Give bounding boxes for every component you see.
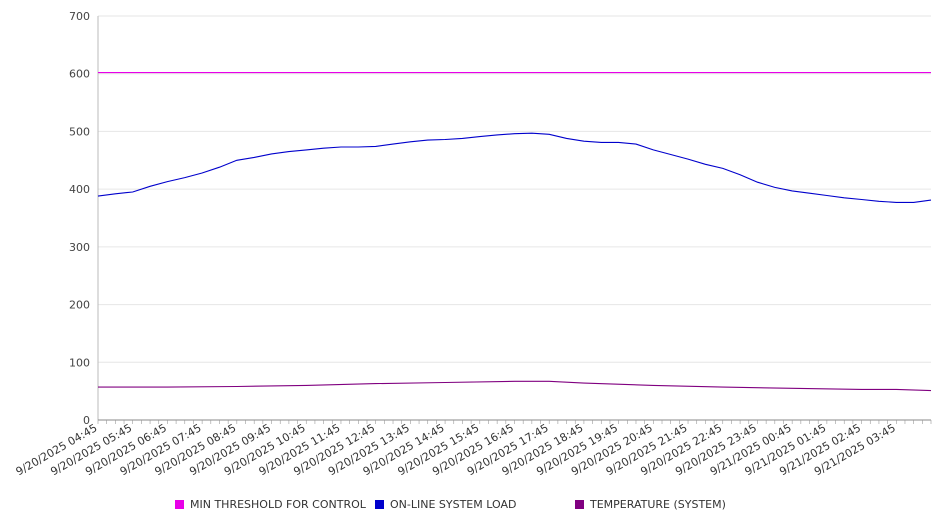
y-tick-label: 400 <box>69 183 90 196</box>
legend-label-temperature: TEMPERATURE (SYSTEM) <box>590 498 726 511</box>
grid-lines <box>98 15 931 363</box>
y-tick-label: 0 <box>83 414 90 427</box>
legend-item-min-threshold: MIN THRESHOLD FOR CONTROL <box>175 498 366 511</box>
y-tick-label: 700 <box>69 10 90 23</box>
series-line-system-load <box>97 132 932 203</box>
legend-item-system-load: ON-LINE SYSTEM LOAD <box>375 498 516 511</box>
legend: MIN THRESHOLD FOR CONTROL ON-LINE SYSTEM… <box>0 498 946 514</box>
legend-label-min-threshold: MIN THRESHOLD FOR CONTROL <box>190 498 366 511</box>
y-tick-label: 200 <box>69 299 90 312</box>
y-tick-label: 300 <box>69 241 90 254</box>
series-lines <box>97 72 932 392</box>
legend-swatch-min-threshold <box>175 500 184 509</box>
legend-swatch-system-load <box>375 500 384 509</box>
y-tick-label: 600 <box>69 68 90 81</box>
legend-swatch-temperature <box>575 500 584 509</box>
legend-item-temperature: TEMPERATURE (SYSTEM) <box>575 498 726 511</box>
legend-label-system-load: ON-LINE SYSTEM LOAD <box>390 498 517 511</box>
x-axis-tick-labels: 9/20/2025 04:459/20/2025 05:459/20/2025 … <box>14 421 898 478</box>
y-axis-tick-labels: 0 100 200 300 400 500 600 700 <box>69 10 90 427</box>
axes <box>97 16 932 424</box>
y-tick-label: 500 <box>69 125 90 138</box>
series-line-temperature <box>98 380 932 392</box>
y-tick-label: 100 <box>69 356 90 369</box>
